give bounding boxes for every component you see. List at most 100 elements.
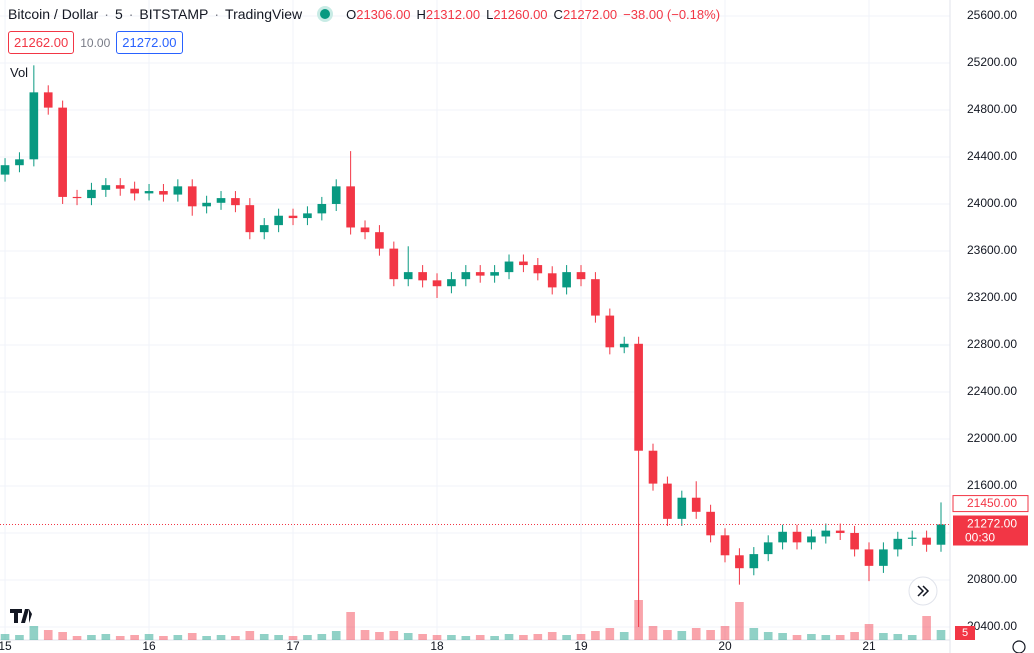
volume-bar — [245, 631, 255, 640]
volume-bar — [29, 626, 39, 640]
candle-body — [317, 203, 327, 214]
y-tick-label: 21600.00 — [967, 478, 1017, 492]
interval[interactable]: 5 — [114, 6, 123, 22]
candle-body — [922, 537, 931, 545]
volume-bar — [303, 635, 312, 640]
last-price-box — [953, 515, 1028, 546]
x-tick-label: 20 — [718, 639, 732, 653]
volume-bar — [648, 626, 658, 640]
candle-body — [303, 213, 312, 219]
candle-body — [115, 185, 125, 189]
volume-bar — [0, 634, 10, 640]
volume-bar — [490, 636, 499, 640]
volume-badge — [955, 626, 975, 640]
source: TradingView — [225, 6, 303, 22]
volume-bar — [619, 632, 629, 640]
y-tick-label: 20400.00 — [967, 619, 1017, 633]
candle-body — [159, 191, 168, 195]
volume-bar — [835, 635, 845, 640]
ask[interactable]: 21272.00 — [116, 31, 183, 54]
volume-bar — [562, 635, 571, 640]
volume-bar — [547, 632, 557, 640]
candle-body — [216, 198, 226, 203]
candle-body — [605, 315, 615, 348]
ohlc-item: O21306.00 — [346, 7, 410, 22]
candle-body — [735, 555, 744, 569]
x-tick-label: 21 — [862, 639, 876, 653]
last-price-label: 21272.00 — [967, 517, 1017, 531]
settings-button[interactable] — [1012, 640, 1026, 653]
candle-body — [403, 272, 413, 280]
candle-body — [936, 524, 946, 545]
volume-bar — [519, 635, 528, 640]
volume-bar — [576, 634, 586, 640]
countdown: 00:30 — [965, 531, 995, 545]
y-tick-label: 22800.00 — [967, 337, 1017, 351]
volume-bar — [317, 634, 327, 640]
y-tick-label: 22400.00 — [967, 384, 1017, 398]
volume-bar — [447, 635, 456, 640]
candle-body — [778, 531, 787, 543]
volume-badge-text: 5 — [962, 627, 968, 639]
volume-bar — [288, 636, 298, 640]
candle-body — [619, 343, 629, 348]
candle-body — [72, 196, 82, 199]
candle-body — [331, 186, 341, 204]
volume-bar — [778, 633, 787, 640]
candle-body — [58, 107, 67, 197]
volume-bar — [605, 628, 615, 640]
volume-bar — [403, 633, 413, 640]
ohlc-value: 21260.00 — [493, 6, 548, 22]
candle-body — [360, 227, 370, 233]
volume-bar — [216, 635, 226, 640]
volume-bar — [936, 630, 946, 640]
ohlc-key: O — [346, 6, 357, 22]
high-marker-box — [952, 495, 1029, 513]
volume-bar — [375, 632, 384, 640]
volume-bar — [130, 635, 139, 640]
volume-bar — [360, 630, 370, 640]
x-tick-label: 17 — [286, 639, 300, 653]
volume-bar — [259, 634, 269, 640]
candle-body — [821, 530, 831, 537]
volume-bar — [58, 632, 67, 640]
y-tick-label: 23600.00 — [967, 243, 1017, 257]
scroll-icon — [917, 585, 930, 597]
ohlc-item: C21272.00 — [554, 7, 618, 22]
volume-bar — [677, 631, 687, 640]
candle-body — [29, 92, 39, 160]
volume-bar — [504, 634, 514, 640]
volume-bar — [533, 634, 543, 640]
candle-body — [202, 202, 211, 207]
volume-bar — [187, 633, 197, 640]
volume-bar — [864, 624, 874, 640]
volume-bar — [173, 635, 183, 640]
candle-body — [490, 272, 499, 276]
volume-bar — [792, 635, 802, 640]
y-tick-label: 24000.00 — [967, 196, 1017, 210]
x-tick-label: 15 — [0, 639, 12, 653]
quote-boxes: 21262.00 10.00 21272.00 — [8, 31, 183, 54]
bid[interactable]: 21262.00 — [8, 31, 75, 54]
candle-body — [807, 536, 816, 543]
x-tick-label: 19 — [574, 639, 588, 653]
y-tick-label: 24400.00 — [967, 149, 1017, 163]
candle-body — [346, 186, 355, 228]
volume-bar — [735, 602, 744, 640]
volume-bar — [475, 635, 485, 640]
candle-body — [763, 542, 773, 555]
candle-body — [547, 273, 557, 288]
symbol[interactable]: Bitcoin / Dollar — [8, 6, 99, 22]
volume-bar — [202, 636, 211, 640]
candle-body — [720, 535, 730, 556]
candle-body — [576, 272, 586, 280]
volume-bar — [159, 636, 168, 640]
ohlc-key: L — [486, 6, 494, 22]
candle-body — [475, 272, 485, 276]
candle-body — [43, 92, 53, 108]
candle-body — [259, 225, 269, 233]
ohlc-value: 21312.00 — [425, 6, 481, 22]
candle-body — [274, 215, 283, 226]
ohlc-item: H21312.00 — [416, 7, 480, 22]
